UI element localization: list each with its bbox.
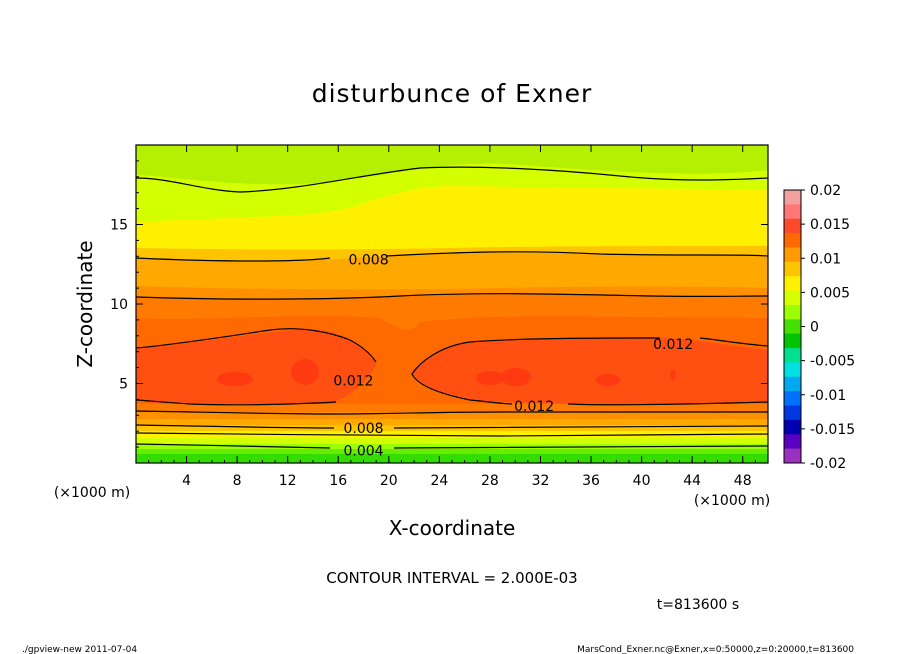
colorbar-swatch <box>784 319 801 335</box>
x-unit-right: (×1000 m) <box>694 493 770 509</box>
x-tick-label: 44 <box>683 473 701 489</box>
footer-right: MarsCond_Exner.nc@Exner,x=0:50000,z=0:20… <box>577 645 854 654</box>
colorbar-label: -0.015 <box>810 422 855 438</box>
colorbar-label: -0.02 <box>810 456 846 472</box>
x-tick-label: 4 <box>182 473 191 489</box>
x-tick-label: 24 <box>430 473 448 489</box>
colorbar-swatch <box>784 434 801 450</box>
colorbar-swatch <box>784 233 801 248</box>
y-tick-label: 15 <box>110 218 128 234</box>
colorbar-labels: 0.02 0.015 0.01 0.005 0 -0.005 -0.01 -0.015 -0.0… <box>801 183 855 472</box>
contour-field <box>136 145 768 463</box>
contour-label: 0.012 <box>333 373 373 389</box>
colorbar-swatch <box>784 261 801 277</box>
colorbar-swatch <box>784 348 801 363</box>
contour-label: 0.008 <box>343 421 383 437</box>
colorbar-label: -0.01 <box>810 388 846 404</box>
colorbar-swatch <box>784 376 801 392</box>
x-tick-label: 48 <box>734 473 752 489</box>
contour-label: 0.012 <box>514 399 554 415</box>
contour-label: 0.004 <box>343 443 383 459</box>
x-tick-label: 20 <box>380 473 398 489</box>
y-tick-label: 5 <box>119 377 128 393</box>
colorbar <box>783 189 802 464</box>
colorbar-label: -0.005 <box>810 354 855 370</box>
colorbar-label: 0 <box>810 320 819 336</box>
x-tick-label: 40 <box>633 473 651 489</box>
x-unit-left: (×1000 m) <box>54 485 130 501</box>
colorbar-swatch <box>784 190 801 205</box>
contour-interval: CONTOUR INTERVAL = 2.000E-03 <box>326 569 577 587</box>
x-tick-label: 16 <box>329 473 347 489</box>
colorbar-swatch <box>784 290 801 306</box>
y-tick-label: 10 <box>110 297 128 313</box>
chart-title: disturbunce of Exner <box>312 79 593 108</box>
x-tick-label: 28 <box>481 473 499 489</box>
colorbar-swatch <box>784 362 801 378</box>
colorbar-swatch <box>784 304 801 320</box>
colorbar-label: 0.01 <box>810 251 841 267</box>
footer-left: ./gpview-new 2011-07-04 <box>22 645 137 654</box>
x-tick-label: 32 <box>532 473 550 489</box>
colorbar-swatch <box>784 247 801 263</box>
colorbar-label: 0.015 <box>810 217 850 233</box>
colorbar-swatch <box>784 448 801 464</box>
colorbar-label: 0.005 <box>810 285 850 301</box>
colorbar-label: 0.02 <box>810 183 841 199</box>
y-axis: 5 10 15 <box>110 160 768 448</box>
x-axis: 4 8 12 16 20 24 28 32 36 40 44 48 <box>148 145 756 489</box>
contour-label: 0.008 <box>349 252 389 268</box>
colorbar-swatch <box>784 276 801 292</box>
contour-labels: 0.008 0.012 0.012 0.012 0.008 0.004 <box>333 252 693 459</box>
x-tick-label: 12 <box>279 473 297 489</box>
x-axis-label: X-coordinate <box>389 516 516 540</box>
colorbar-swatch <box>784 204 801 220</box>
colorbar-swatch <box>784 419 801 435</box>
contour-label: 0.012 <box>653 337 693 353</box>
colorbar-swatch <box>784 391 801 407</box>
colorbar-swatch <box>784 218 801 234</box>
colorbar-swatch <box>784 333 801 349</box>
x-tick-label: 36 <box>582 473 600 489</box>
x-tick-label: 8 <box>233 473 242 489</box>
contour-lines <box>136 166 768 449</box>
y-axis-label: Z-coordinate <box>73 240 97 367</box>
colorbar-swatch <box>784 405 801 421</box>
time-label: t=813600 s <box>657 597 739 613</box>
